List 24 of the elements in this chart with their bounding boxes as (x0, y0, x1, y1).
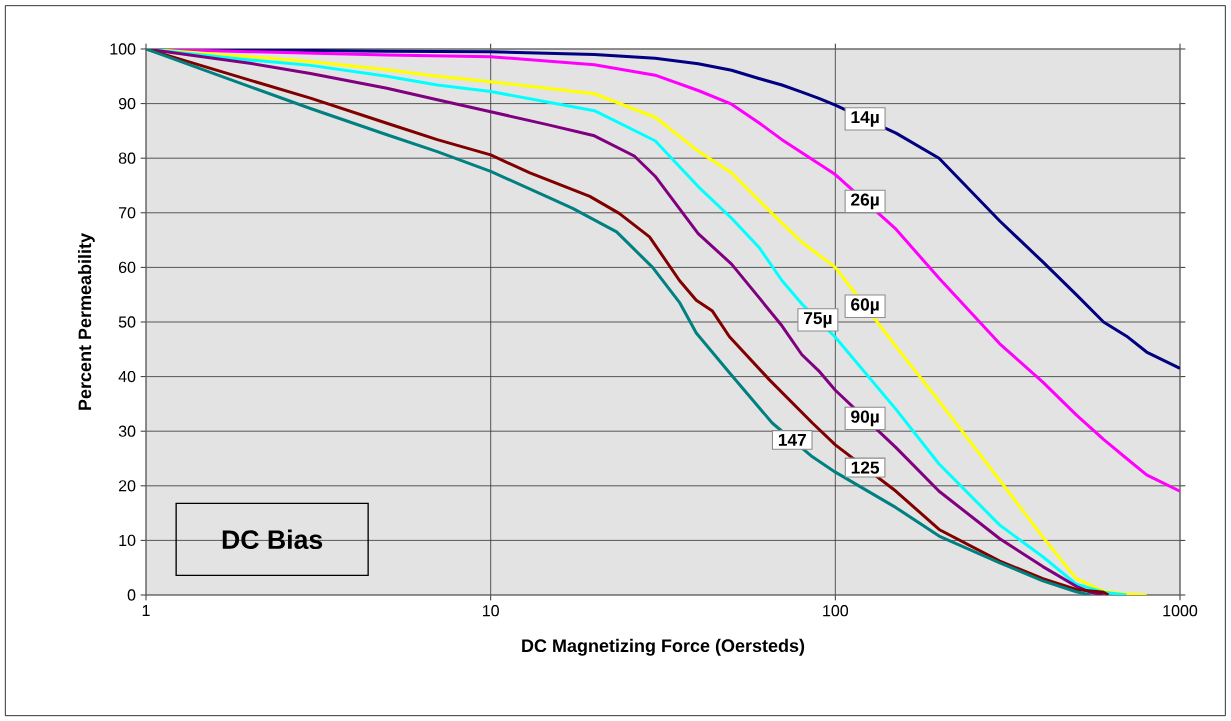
y-tick-label: 60 (118, 261, 136, 274)
x-tick-label: 10 (482, 605, 499, 617)
series-label: 26µ (851, 193, 879, 210)
series-label: 147 (778, 433, 806, 446)
x-tick-label: 1 (142, 605, 150, 617)
y-tick-label: 50 (118, 316, 136, 328)
series-label: 60µ (851, 298, 879, 315)
y-tick-label: 10 (119, 534, 136, 547)
series-label: 90µ (851, 410, 879, 427)
y-tick-label: 30 (118, 425, 136, 437)
y-tick-label: 90 (118, 97, 136, 110)
series-label: 75µ (804, 312, 832, 328)
y-tick-label: 80 (118, 152, 136, 164)
y-tick-label: 100 (110, 43, 136, 55)
x-tick-label: 1000 (1163, 605, 1198, 617)
y-tick-label: 0 (127, 589, 136, 601)
series-label: 14µ (851, 111, 879, 127)
series-label: 125 (851, 461, 880, 474)
x-axis-title: DC Magnetizing Force (Oersteds) (522, 638, 805, 656)
y-tick-label: 40 (118, 370, 136, 383)
y-tick-label: 20 (118, 480, 136, 492)
x-tick-label: 100 (823, 605, 849, 617)
y-axis-title: Percent Permeability (77, 233, 95, 410)
y-tick-label: 70 (118, 207, 136, 219)
